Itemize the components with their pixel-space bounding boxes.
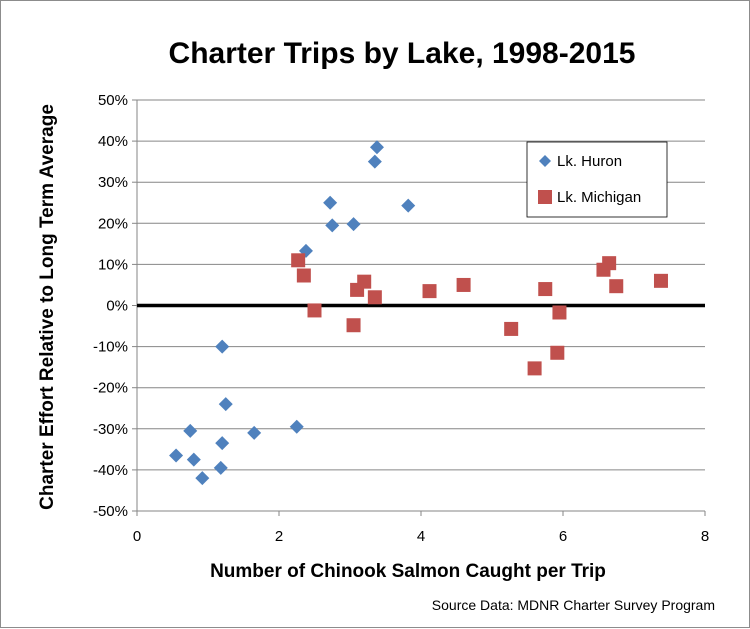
y-tick-label: 40% <box>98 133 128 150</box>
lk-huron-point <box>325 218 340 233</box>
x-tick-label: 8 <box>701 528 709 545</box>
lk-michigan-point <box>550 345 565 360</box>
x-tick-label: 4 <box>417 528 425 545</box>
legend-box <box>526 141 668 218</box>
y-tick-label: -20% <box>93 380 128 397</box>
lk-huron-point <box>186 452 201 467</box>
y-axis-label: Charter Effort Relative to Long Term Ave… <box>37 104 58 510</box>
x-tick-label: 6 <box>559 528 567 545</box>
lk-huron-point <box>367 154 382 169</box>
chart-title: Charter Trips by Lake, 1998-2015 <box>169 37 636 70</box>
lk-huron-point <box>213 460 228 475</box>
lk-huron-point <box>247 425 262 440</box>
lk-michigan-point <box>504 321 519 336</box>
lk-michigan-point <box>422 284 437 299</box>
legend-lk-michigan-label: Lk. Michigan <box>557 189 641 206</box>
lk-huron-point <box>289 419 304 434</box>
lk-huron-point <box>369 140 384 155</box>
lk-michigan-point <box>357 274 372 289</box>
lk-michigan-point <box>296 268 311 283</box>
lk-huron-point <box>195 471 210 486</box>
source-note: Source Data: MDNR Charter Survey Program <box>432 597 715 613</box>
legend-lk-huron-marker <box>539 155 551 167</box>
lk-michigan-point <box>602 256 617 271</box>
lk-michigan-point <box>307 303 322 318</box>
lk-huron-point <box>169 448 184 463</box>
lk-michigan-point <box>538 282 553 297</box>
data-points <box>169 140 668 486</box>
lk-huron-point <box>323 195 338 210</box>
y-tick-label: 0% <box>106 298 128 315</box>
lk-huron-point <box>346 217 361 232</box>
axes: 50% 40% 30% 20% 10% 0% -10% -20% -30% -40% -50% 0 2 4… <box>93 92 709 545</box>
x-tick-label: 0 <box>133 528 141 545</box>
lk-michigan-point <box>527 361 542 376</box>
x-tick-label: 2 <box>275 528 283 545</box>
y-tick-label: 20% <box>98 215 128 232</box>
y-tick-label: 10% <box>98 256 128 273</box>
lk-huron-point <box>218 397 233 412</box>
lk-huron-point <box>401 198 416 213</box>
lk-michigan-point <box>291 253 306 268</box>
lk-michigan-point <box>609 279 624 294</box>
y-tick-label: -40% <box>93 462 128 479</box>
lk-huron-point <box>215 339 230 354</box>
y-tick-label: 30% <box>98 174 128 191</box>
lk-michigan-point <box>367 290 382 305</box>
lk-michigan-point <box>552 305 567 320</box>
x-axis-label: Number of Chinook Salmon Caught per Trip <box>210 561 606 582</box>
y-tick-label: -10% <box>93 339 128 356</box>
lk-michigan-point <box>653 273 668 288</box>
lk-michigan-point <box>346 318 361 333</box>
lk-huron-point <box>183 423 198 438</box>
legend-lk-huron-label: Lk. Huron <box>557 153 622 170</box>
lk-michigan-point <box>456 277 471 292</box>
y-tick-label: -50% <box>93 503 128 520</box>
y-tick-label: 50% <box>98 92 128 109</box>
lk-huron-point <box>215 436 230 451</box>
legend: Lk. Huron Lk. Michigan <box>526 141 668 218</box>
y-tick-label: -30% <box>93 421 128 438</box>
legend-lk-michigan-marker <box>538 190 552 204</box>
